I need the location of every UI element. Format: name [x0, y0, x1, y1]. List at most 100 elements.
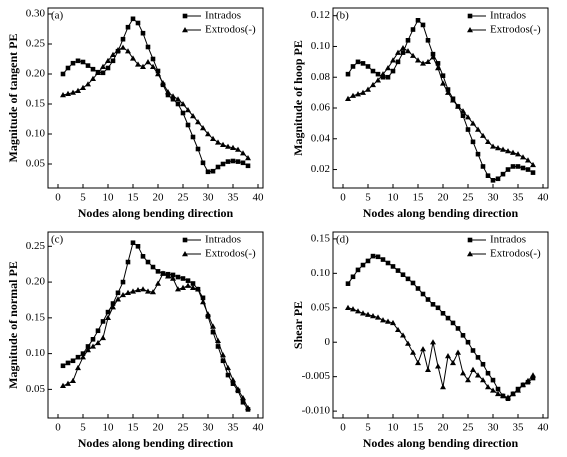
- point: [500, 392, 506, 399]
- point: [65, 90, 71, 96]
- point: [480, 377, 486, 383]
- y-tick-label: 0.05: [26, 383, 46, 395]
- point: [190, 281, 196, 286]
- x-tick-label: 35: [513, 422, 525, 434]
- point: [160, 270, 166, 276]
- x-tick-label: 20: [153, 192, 165, 204]
- point: [240, 399, 246, 405]
- point: [100, 334, 106, 341]
- point: [370, 68, 376, 74]
- point: [210, 329, 216, 335]
- point: [405, 340, 411, 346]
- point: [345, 95, 351, 101]
- panel-label: (b): [336, 10, 349, 22]
- point: [405, 48, 411, 54]
- legend-marker: [182, 13, 188, 19]
- point: [220, 352, 226, 358]
- point: [390, 68, 396, 74]
- point: [175, 101, 181, 107]
- point: [440, 384, 446, 390]
- point: [80, 351, 86, 356]
- y-tick-label: 0.15: [26, 98, 46, 110]
- point: [470, 348, 476, 353]
- x-tick-label: 40: [538, 192, 550, 204]
- y-axis-label: Magnitude of hoop PE: [291, 40, 305, 156]
- point: [505, 148, 511, 154]
- point: [90, 343, 96, 349]
- point: [385, 318, 391, 324]
- point: [155, 269, 161, 274]
- y-tick-label: 0.10: [311, 40, 331, 52]
- legend-marker: [182, 251, 188, 257]
- point: [395, 49, 401, 55]
- y-tick-label: 0.12: [311, 9, 330, 21]
- panel-label: (a): [51, 10, 64, 22]
- point: [130, 288, 136, 294]
- point: [230, 144, 236, 150]
- y-axis-label: Magnitude of normal PE: [6, 261, 20, 389]
- point: [125, 24, 131, 30]
- series-line: [62, 241, 249, 410]
- y-tick-label: 0.10: [26, 347, 46, 359]
- point: [185, 122, 191, 128]
- point: [220, 161, 226, 167]
- y-tick-label: 0.15: [311, 232, 331, 244]
- point: [185, 278, 191, 283]
- x-tick-label: 0: [340, 422, 346, 434]
- point: [110, 304, 116, 310]
- x-tick-label: 15: [128, 422, 140, 434]
- x-tick-label: 5: [80, 422, 86, 434]
- point: [440, 80, 446, 86]
- point: [195, 286, 201, 292]
- point: [235, 146, 241, 152]
- y-tick-label: 0.30: [26, 8, 46, 20]
- point: [170, 93, 176, 99]
- point: [170, 96, 176, 102]
- point: [380, 74, 386, 80]
- point: [370, 313, 376, 319]
- panel-label: (c): [51, 234, 64, 246]
- point: [485, 173, 491, 178]
- point: [145, 44, 151, 50]
- point: [495, 145, 501, 151]
- point: [230, 377, 236, 383]
- x-tick-label: 5: [80, 192, 86, 204]
- x-tick-label: 30: [203, 422, 215, 434]
- point: [120, 291, 126, 298]
- x-tick-label: 20: [438, 192, 450, 204]
- point: [105, 57, 111, 63]
- point: [370, 81, 376, 88]
- plot-frame: [332, 231, 549, 419]
- point: [460, 333, 466, 338]
- point: [390, 264, 396, 269]
- point: [345, 71, 351, 77]
- point: [205, 311, 211, 317]
- point: [155, 280, 161, 286]
- point: [355, 91, 361, 97]
- point: [520, 381, 526, 388]
- point: [525, 377, 531, 383]
- point: [70, 60, 76, 66]
- point: [415, 18, 421, 23]
- point: [95, 328, 101, 334]
- point: [505, 167, 511, 172]
- x-tick-label: 0: [55, 422, 61, 434]
- point: [60, 363, 66, 369]
- panel-label: (d): [336, 234, 349, 246]
- point: [380, 257, 386, 262]
- point: [225, 364, 231, 371]
- point: [80, 354, 86, 360]
- point: [245, 404, 251, 411]
- y-tick-label: 0.25: [26, 240, 46, 252]
- point: [515, 164, 521, 169]
- point: [490, 387, 496, 393]
- point: [185, 282, 191, 288]
- point: [355, 267, 361, 273]
- point: [455, 326, 461, 331]
- point: [350, 64, 356, 69]
- point: [430, 51, 436, 57]
- point: [60, 71, 66, 77]
- point: [100, 319, 106, 324]
- point: [495, 176, 501, 182]
